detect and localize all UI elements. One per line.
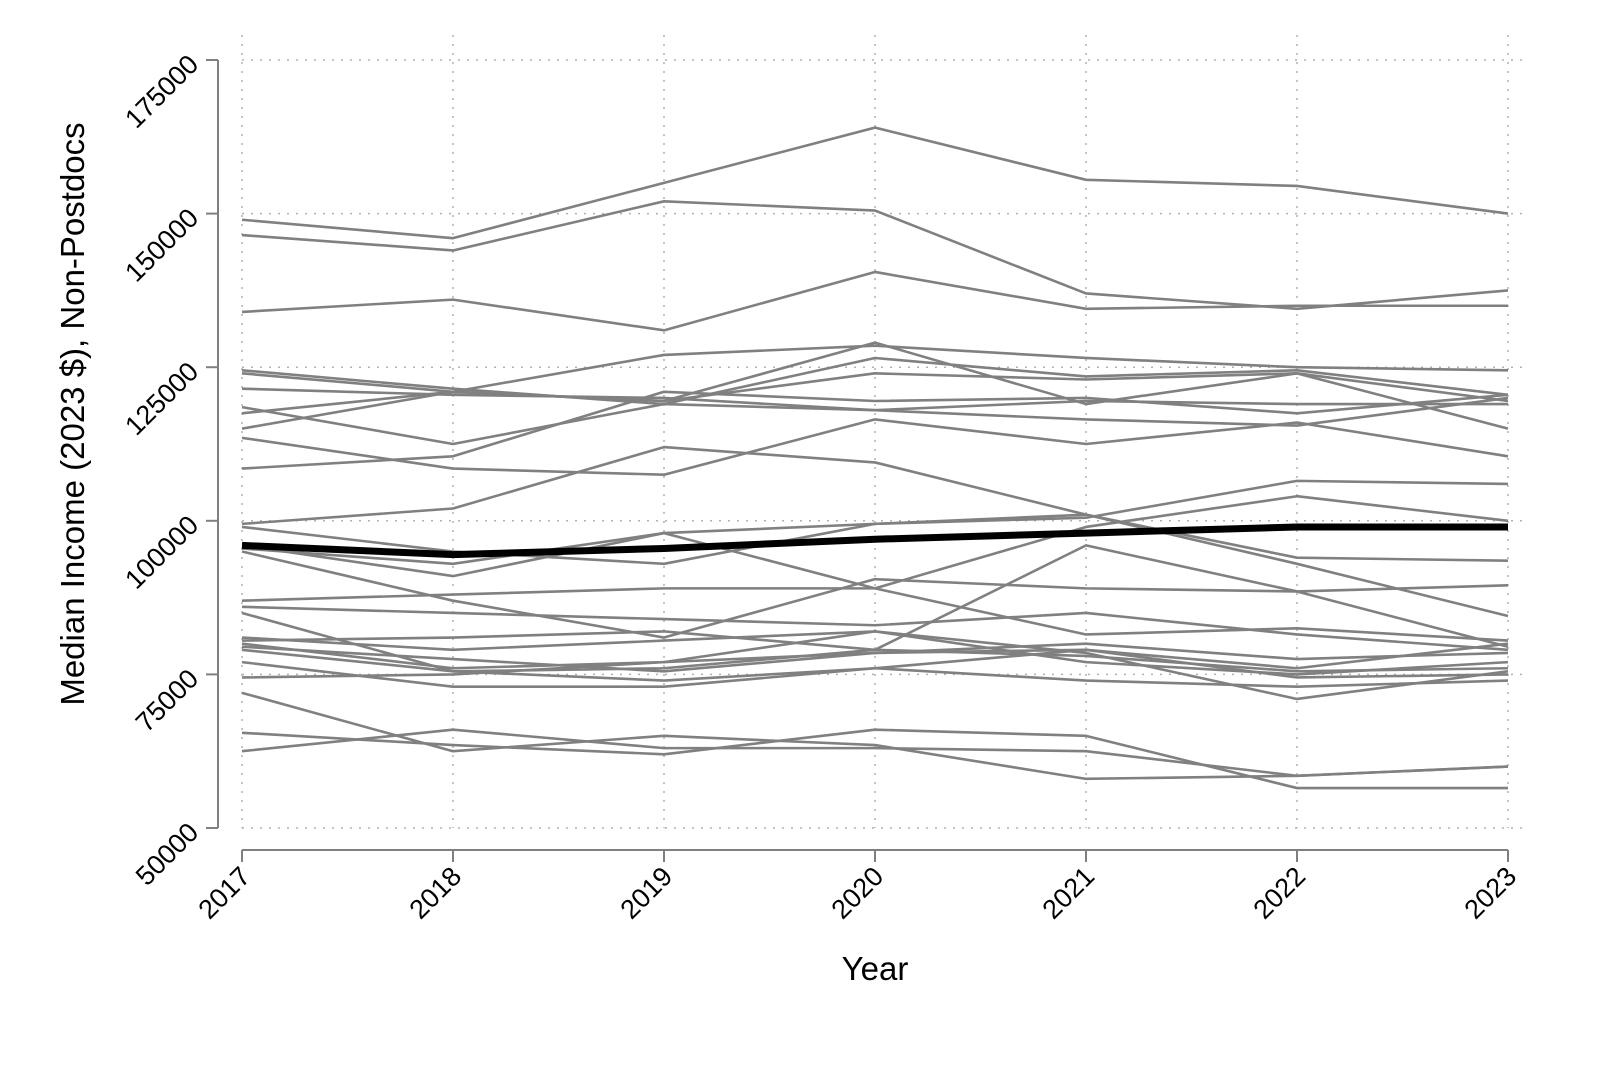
y-tick-label: 50000 [130, 817, 204, 891]
series-line [241, 660, 1509, 688]
y-tick-label: 75000 [130, 663, 204, 737]
series-line [241, 605, 1509, 652]
series-line [241, 356, 1509, 446]
highlight-series [241, 523, 1508, 559]
series-line [241, 630, 1509, 701]
series-line [241, 387, 1508, 412]
series-line [241, 587, 1509, 642]
series-line [241, 513, 1509, 618]
y-tick-label: 100000 [119, 510, 204, 595]
series-line [241, 126, 1509, 240]
x-tick-label: 2022 [1248, 861, 1312, 925]
x-axis-title: Year [842, 950, 909, 987]
y-tick-label: 175000 [119, 49, 204, 134]
series-line [241, 418, 1509, 477]
x-tick-label: 2020 [826, 861, 890, 925]
series-line [241, 642, 1509, 673]
x-tick-label: 2021 [1037, 861, 1101, 925]
series-line [241, 270, 1508, 332]
tick-labels: 50000 75000 100000 125000 150000 175000 2017 20… [119, 49, 1522, 925]
x-tick-label: 2019 [615, 861, 679, 925]
series-line [241, 200, 1509, 311]
y-tick-label: 125000 [119, 356, 204, 441]
series-line [241, 390, 1509, 470]
x-tick-label: 2017 [193, 861, 257, 925]
x-tick-label: 2018 [404, 861, 468, 925]
y-axis-title: Median Income (2023 $), Non-Postdocs [54, 122, 91, 705]
axes [206, 59, 1509, 862]
highlight-series-line [241, 523, 1508, 559]
series-line [241, 728, 1508, 790]
series-lines [241, 126, 1509, 790]
x-tick-label: 2023 [1459, 861, 1523, 925]
y-tick-label: 150000 [119, 203, 204, 288]
series-line [241, 372, 1509, 415]
grid [241, 35, 1523, 829]
series-line [241, 728, 1509, 778]
series-line [241, 445, 1509, 563]
